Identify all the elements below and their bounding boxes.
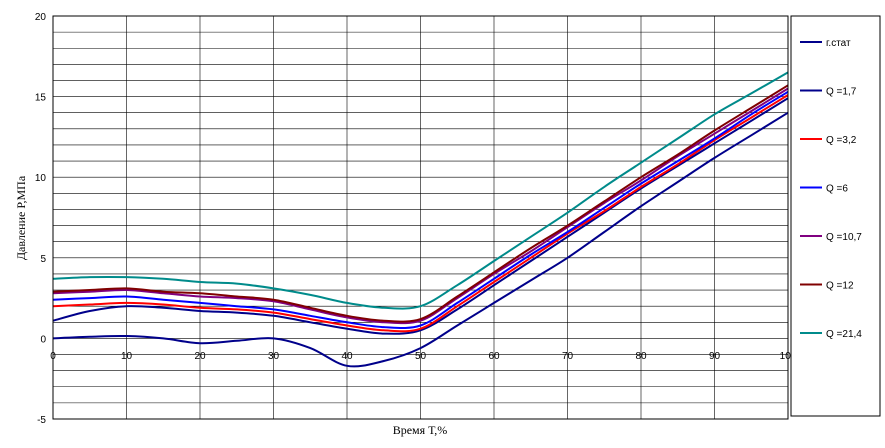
plot-border xyxy=(52,15,789,420)
series-line-1 xyxy=(52,111,789,368)
legend-label-6: Q =12 xyxy=(826,281,854,292)
legend-label-7: Q =21,4 xyxy=(826,329,862,340)
x-tick-label: 100 xyxy=(780,351,797,362)
series-line-3 xyxy=(52,94,789,333)
x-tick-label: 90 xyxy=(709,351,721,362)
x-tick-label: 10 xyxy=(121,351,133,362)
series-line-6 xyxy=(52,84,789,323)
legend-label-4: Q =6 xyxy=(826,184,848,195)
series-line-2 xyxy=(52,97,789,335)
y-tick-label: 20 xyxy=(35,12,47,23)
x-tick-label: 80 xyxy=(635,351,647,362)
legend-label-3: Q =3,2 xyxy=(826,135,857,146)
x-axis-title: Время Т,% xyxy=(393,423,448,437)
legend-box xyxy=(790,15,881,417)
series-group xyxy=(52,71,789,368)
series-line-7 xyxy=(52,71,789,310)
y-tick-label: -5 xyxy=(37,415,46,426)
series-line-5 xyxy=(52,87,789,325)
x-tick-label: 60 xyxy=(488,351,500,362)
x-tick-label: 50 xyxy=(415,351,427,362)
y-axis-title: Давление Р,МПа xyxy=(14,175,28,260)
legend-label-2: Q =1,7 xyxy=(826,87,857,98)
y-tick-labels: -5 0 5 10 15 20 xyxy=(35,12,47,426)
x-tick-label: 20 xyxy=(194,351,206,362)
y-tick-label: 0 xyxy=(40,334,46,345)
y-tick-label: 5 xyxy=(40,254,46,265)
x-tick-label: 40 xyxy=(341,351,353,362)
x-tick-labels: 0 10 20 30 40 50 60 70 80 90 100 xyxy=(50,351,797,362)
y-tick-label: 10 xyxy=(35,173,47,184)
y-tick-label: 15 xyxy=(35,93,47,104)
x-tick-label: 0 xyxy=(50,351,56,362)
x-tick-label: 70 xyxy=(562,351,574,362)
x-tick-label: 30 xyxy=(268,351,280,362)
grid xyxy=(53,16,788,419)
legend-label-5: Q =10,7 xyxy=(826,232,862,243)
legend-label-1: г.стат xyxy=(826,38,851,49)
series-line-4 xyxy=(52,90,789,330)
legend: г.стат Q =1,7 Q =3,2 Q =6 Q =10,7 Q =12 Q =21,… xyxy=(790,15,881,417)
